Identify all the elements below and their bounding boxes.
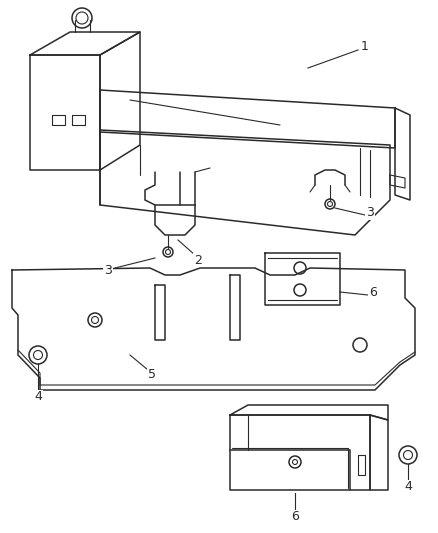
Text: 6: 6 bbox=[291, 511, 299, 523]
Text: 4: 4 bbox=[404, 481, 412, 494]
Text: 4: 4 bbox=[34, 391, 42, 403]
Text: 1: 1 bbox=[361, 41, 369, 53]
Text: 2: 2 bbox=[194, 254, 202, 266]
Text: 5: 5 bbox=[148, 368, 156, 382]
Text: 6: 6 bbox=[369, 287, 377, 300]
Text: 3: 3 bbox=[104, 263, 112, 277]
Text: 3: 3 bbox=[366, 206, 374, 220]
